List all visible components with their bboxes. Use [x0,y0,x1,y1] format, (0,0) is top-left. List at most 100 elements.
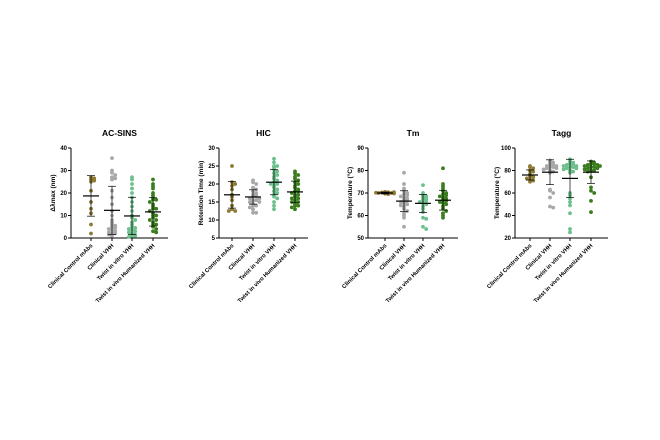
y-axis-label: Temperature (°C) [493,167,501,219]
data-point [154,227,159,231]
y-tick-label: 15 [208,200,215,206]
data-point [421,215,425,220]
data-point [441,166,445,171]
y-tick-label: 30 [60,169,67,175]
data-point [551,205,556,210]
data-point [251,210,255,215]
data-point [275,164,280,168]
data-point [592,191,597,195]
data-point [592,161,597,166]
data-point [251,180,255,185]
data-point [275,178,280,183]
data-point [571,169,576,174]
data-point [402,224,406,229]
data-point [130,186,134,191]
data-point [296,173,301,177]
data-point [233,182,238,186]
data-point [589,198,593,203]
group-3 [415,183,431,231]
data-point [113,176,118,181]
data-point [226,209,231,213]
data-point [296,189,301,194]
data-point [293,207,297,212]
data-point [405,202,410,207]
data-point [133,225,138,230]
y-tick-label: 20 [60,191,67,197]
data-point [405,209,410,213]
data-point [233,209,238,213]
data-point [289,200,294,204]
data-point [254,198,259,203]
data-point [424,216,429,221]
data-point [154,218,159,222]
data-point [133,218,138,222]
data-point [254,210,259,215]
data-point [130,191,134,195]
y-tick-label: 40 [504,214,511,220]
data-point [441,215,445,220]
data-point [113,173,118,177]
data-point [568,230,572,235]
y-tick-label: 30 [208,146,215,152]
y-tick-label: 50 [357,236,364,242]
panel-title: Tagg [552,128,572,138]
panel-title: HIC [256,128,271,138]
data-point [275,187,280,192]
data-point [133,229,138,234]
data-point [564,166,569,171]
group-4 [145,177,161,235]
data-point [147,200,152,204]
data-point [531,178,536,183]
x-tick-label: Twist in vitro VHH [534,243,573,282]
data-point [296,192,301,197]
data-point [154,230,159,235]
data-point [551,191,556,195]
data-point [564,162,569,167]
y-tick-label: 20 [504,236,511,242]
data-point [402,170,406,175]
data-point [398,203,403,208]
data-point [592,165,597,170]
data-point [585,166,590,171]
panel-title: AC-SINS [102,128,137,138]
data-point [110,156,114,161]
group-3 [266,156,282,212]
group-4 [582,159,602,215]
panel-title: Tm [407,128,420,138]
data-point [289,196,294,201]
group-1 [374,189,396,197]
data-point [582,167,587,172]
data-point [541,167,546,172]
data-point [110,170,114,175]
data-point [561,164,566,168]
data-point [444,202,449,207]
data-point [392,190,396,195]
data-point [272,156,276,161]
data-point [110,177,114,182]
group-1 [224,164,240,213]
data-point [582,164,587,168]
data-point [110,233,114,238]
data-point [589,188,593,193]
y-axis-label: Retention Time (min) [198,161,205,226]
data-point [130,182,134,186]
data-point [268,182,273,186]
y-tick-label: 80 [357,169,364,175]
data-point [424,227,429,231]
x-tick-label: Twist in vitro VHH [387,243,426,282]
data-point [151,177,155,182]
data-point [405,193,410,198]
data-point [595,166,600,171]
y-axis-label: Δλmax (nm) [49,174,57,211]
data-point [421,183,425,188]
data-point [92,178,97,183]
data-point [151,186,155,191]
y-tick-label: 10 [208,218,215,224]
data-point [154,213,159,218]
group-2 [396,170,412,229]
y-tick-label: 25 [208,164,215,170]
data-point [568,200,572,204]
data-point [568,203,572,208]
